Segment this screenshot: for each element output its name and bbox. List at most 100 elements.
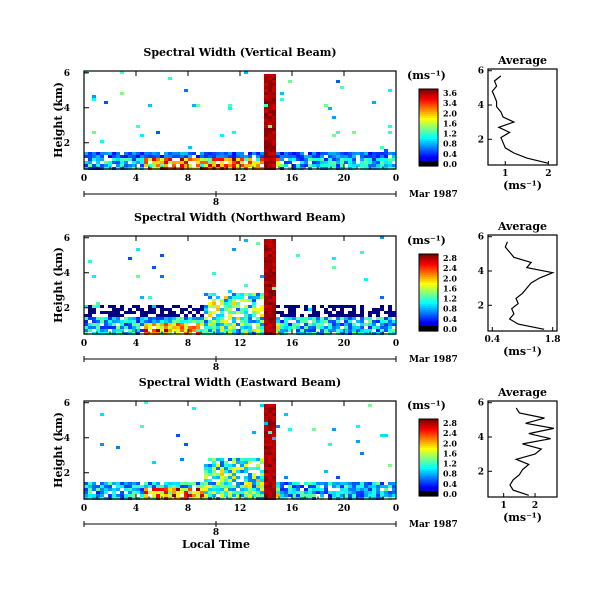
heatmap-cell [272,89,276,92]
heatmap-cell [312,305,316,308]
heatmap-cell [376,491,380,494]
heatmap-cell [264,437,268,440]
heatmap-cell [324,311,328,314]
heatmap-cell [384,485,388,488]
heatmap-cell [268,152,272,155]
heatmap-cell [232,479,236,482]
heatmap-cell [360,311,364,314]
heatmap-cell [168,152,172,155]
colorbar-segment [419,309,438,313]
heatmap-cell [164,161,168,164]
heatmap-cell [104,311,108,314]
colorbar-tick-label: 0.4 [443,149,457,159]
heatmap-cell [368,311,372,314]
heatmap-cell [216,320,220,323]
colorbar-segment [419,158,438,161]
heatmap-cell [352,152,356,155]
heatmap-cell [236,164,240,167]
heatmap-cell [236,302,240,305]
heatmap-cell [232,470,236,473]
heatmap-cell [344,482,348,485]
colorbar-tick-label: 2.0 [443,108,457,118]
profile-y-tick-label: 6 [478,233,484,243]
heatmap-cell [244,326,248,329]
heatmap-cell [144,401,148,404]
heatmap-cell [248,467,252,470]
heatmap-cell [84,161,88,164]
heatmap-cell [236,155,240,158]
heatmap-cell [316,488,320,491]
heatmap-cell [264,323,268,326]
heatmap-cell [92,485,96,488]
heatmap-cell [320,326,324,329]
heatmap-cell [264,476,268,479]
heatmap-cell [292,488,296,491]
heatmap-cell [84,326,88,329]
heatmap-cell [268,266,272,269]
heatmap-cell [264,296,268,299]
heatmap-cell [252,485,256,488]
heatmap-cell [140,158,144,161]
colorbar-segment [419,280,438,284]
heatmap-cell [280,323,284,326]
colorbar-segment [419,114,438,117]
heatmap-cell [144,494,148,497]
heatmap-cell [244,476,248,479]
heatmap-cell [332,308,336,311]
heatmap-cell [348,494,352,497]
heatmap-cell [304,308,308,311]
heatmap-cell [264,245,268,248]
heatmap-cell [184,89,188,92]
heatmap-cell [272,293,276,296]
heatmap-cell [96,329,100,332]
heatmap-cell [388,326,392,329]
heatmap-cell [292,311,296,314]
heatmap-cell [208,164,212,167]
heatmap-cell [160,305,164,308]
colorbar-floor [419,161,438,166]
heatmap-cell [336,317,340,320]
heatmap-cell [204,329,208,332]
heatmap-cell [228,152,232,155]
colorbar-segment [419,261,438,265]
heatmap-cell [372,482,376,485]
heatmap-cell [340,158,344,161]
heatmap-cell [272,488,276,491]
colorbar-segment [419,434,438,437]
heatmap-cell [204,317,208,320]
heatmap-cell [208,314,212,317]
heatmap-cell [308,152,312,155]
heatmap-cell [268,239,272,242]
heatmap-cell [268,317,272,320]
heatmap-cell [264,254,268,257]
heatmap-cell [340,491,344,494]
heatmap-cell [256,326,260,329]
heatmap-cell [272,113,276,116]
heatmap-cell [152,305,156,308]
heatmap-cell [312,308,316,311]
heatmap-cell [112,311,116,314]
heatmap-cell [132,305,136,308]
heatmap-cell [196,311,200,314]
heatmap-cell [340,311,344,314]
heatmap-cell [268,428,272,431]
heatmap-cell [112,494,116,497]
heatmap-cell [244,293,248,296]
heatmap-cell [268,326,272,329]
heatmap-cell [264,404,268,407]
heatmap-cell [180,482,184,485]
x-tick-label: 8 [185,339,191,349]
heatmap-cell [284,482,288,485]
heatmap-cell [292,305,296,308]
heatmap-cell [392,482,396,485]
heatmap-cell [224,491,228,494]
heatmap-cell [264,464,268,467]
heatmap-cell [332,158,336,161]
heatmap-cell [268,125,272,128]
heatmap-cell [240,494,244,497]
heatmap-cell [272,422,276,425]
heatmap-cell [264,140,268,143]
heatmap-cell [388,308,392,311]
heatmap-cell [272,416,276,419]
heatmap-cell [204,470,208,473]
